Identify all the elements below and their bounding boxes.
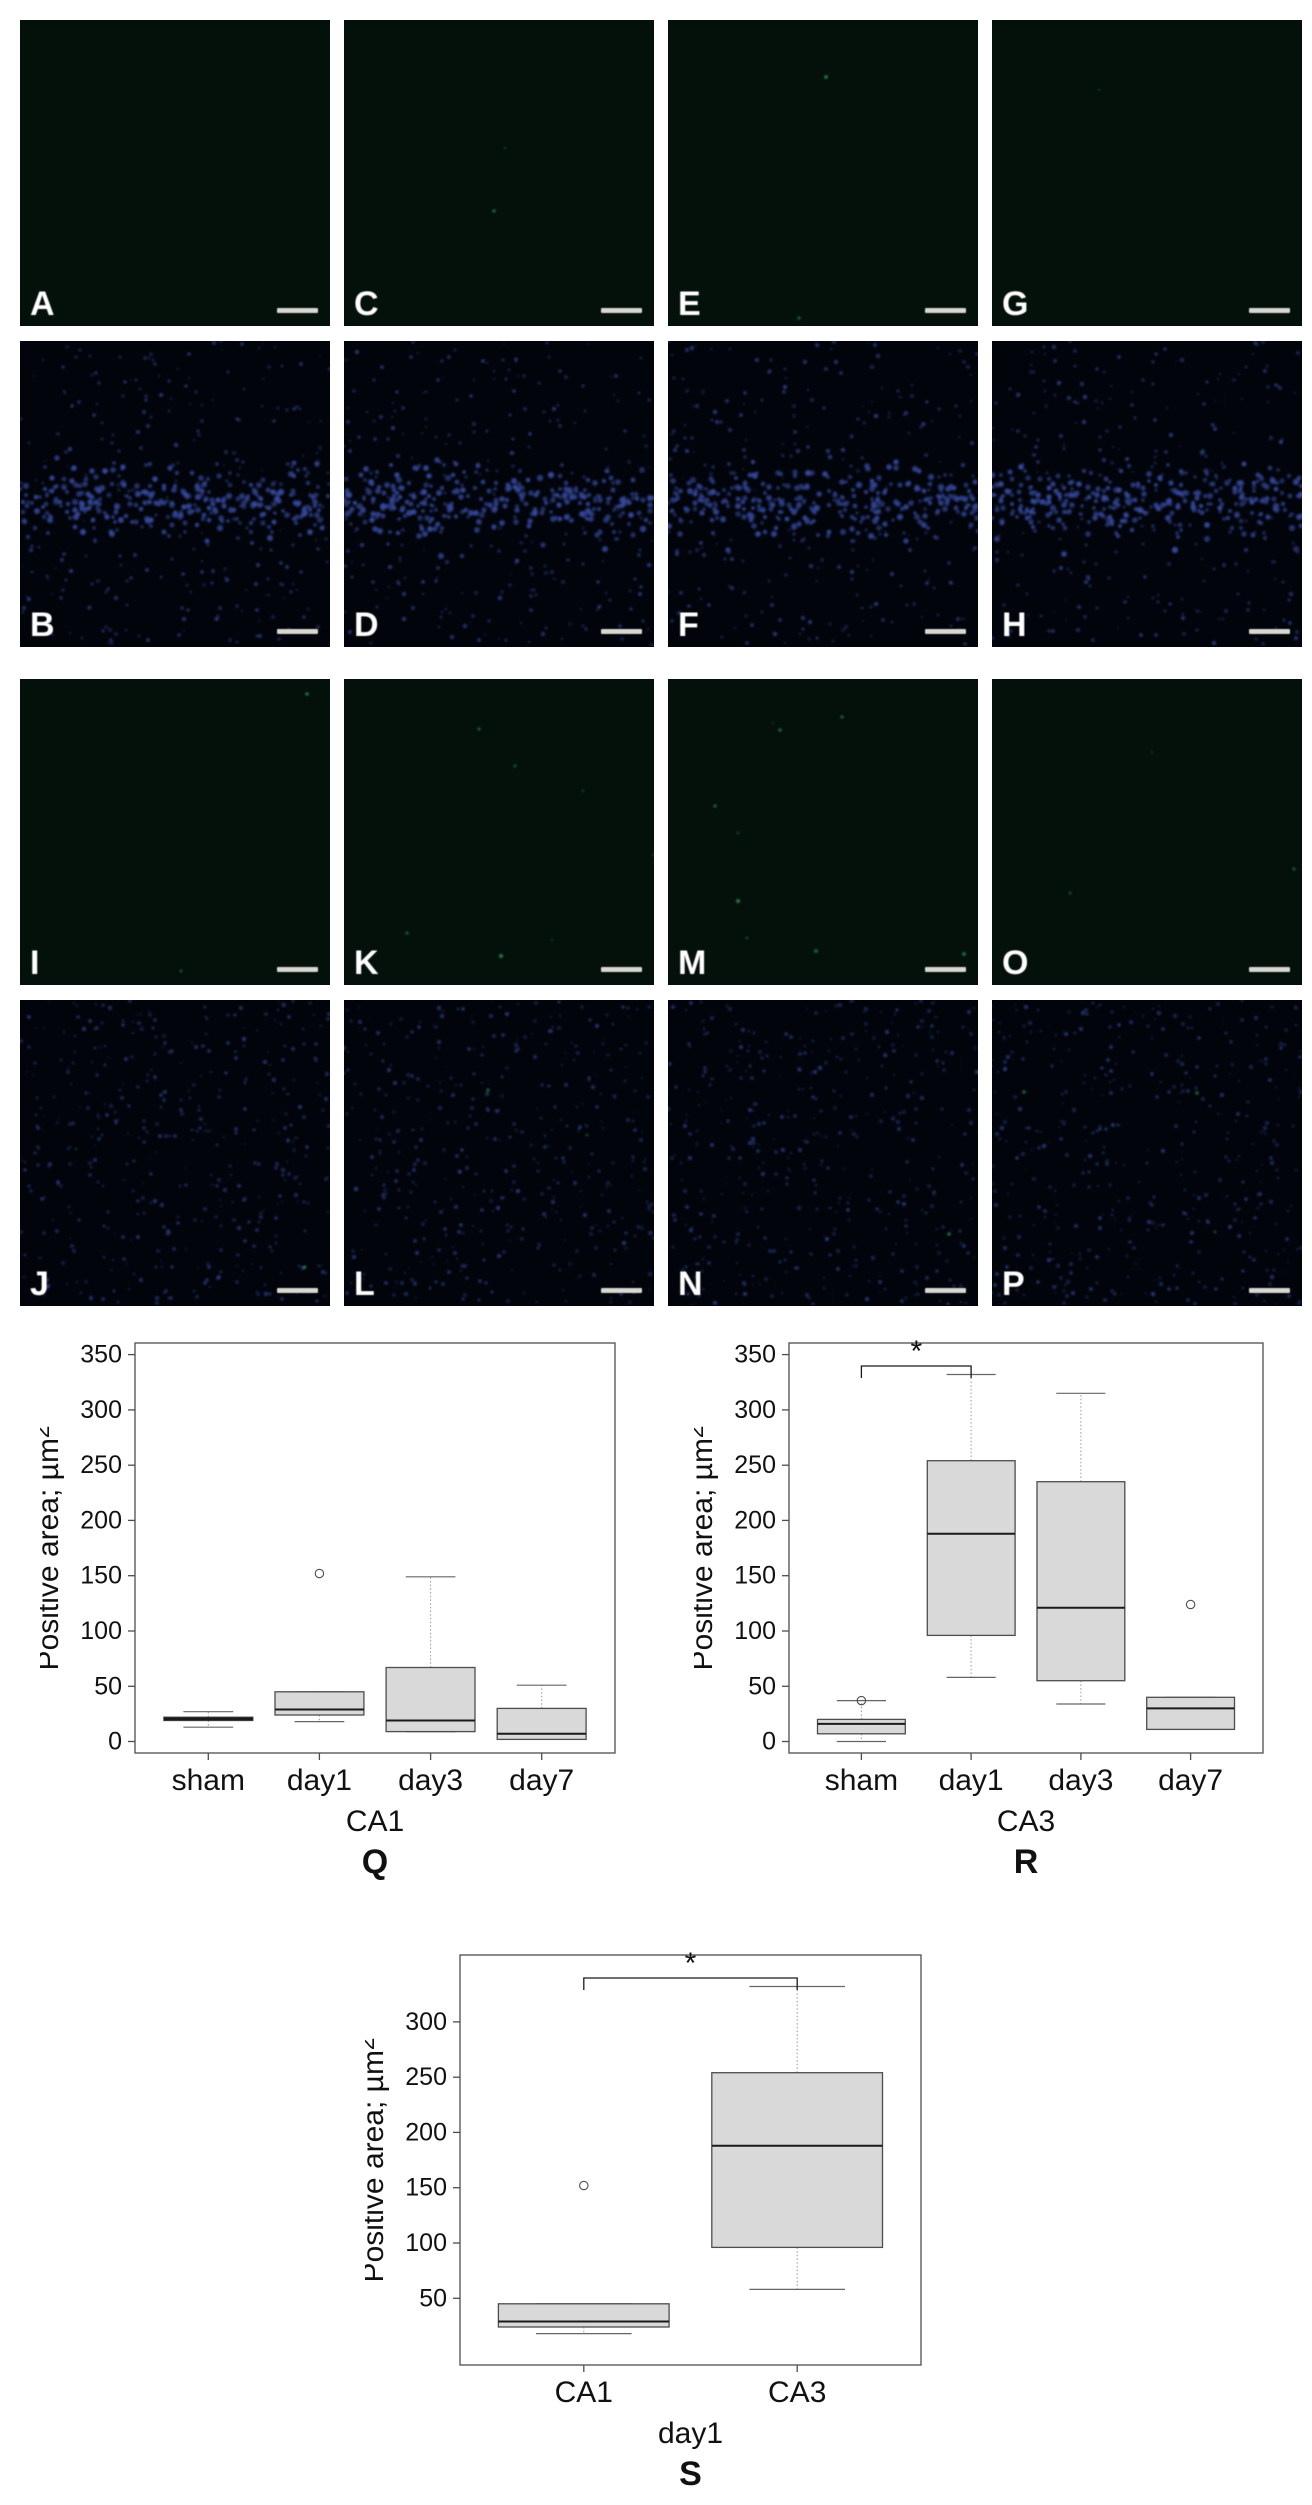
svg-text:day3: day3 — [398, 1764, 463, 1797]
svg-text:CA3: CA3 — [997, 1805, 1055, 1838]
svg-text:200: 200 — [734, 1506, 776, 1534]
svg-text:Q: Q — [362, 1843, 388, 1881]
svg-text:250: 250 — [405, 2063, 447, 2091]
svg-text:CA3: CA3 — [768, 2376, 826, 2409]
svg-text:day7: day7 — [509, 1764, 574, 1797]
svg-text:sham: sham — [172, 1764, 245, 1797]
svg-text:250: 250 — [734, 1451, 776, 1479]
svg-text:day1: day1 — [287, 1764, 352, 1797]
svg-text:200: 200 — [80, 1506, 122, 1534]
svg-text:100: 100 — [734, 1617, 776, 1645]
svg-text:Positive area; µm2: Positive area; µm2 — [40, 1426, 65, 1671]
svg-text:S: S — [679, 2455, 702, 2493]
svg-text:day3: day3 — [1048, 1764, 1113, 1797]
svg-text:sham: sham — [825, 1764, 898, 1797]
svg-text:R: R — [1014, 1843, 1039, 1881]
svg-text:Positive area; µm2: Positive area; µm2 — [694, 1426, 719, 1671]
svg-text:100: 100 — [80, 1617, 122, 1645]
svg-text:200: 200 — [405, 2118, 447, 2146]
svg-text:300: 300 — [734, 1396, 776, 1424]
svg-text:50: 50 — [94, 1672, 122, 1700]
svg-text:*: * — [685, 1947, 697, 1980]
svg-text:50: 50 — [748, 1672, 776, 1700]
svg-text:50: 50 — [419, 2284, 447, 2312]
svg-text:350: 350 — [734, 1341, 776, 1369]
svg-text:day1: day1 — [939, 1764, 1004, 1797]
svg-text:day7: day7 — [1158, 1764, 1223, 1797]
svg-text:150: 150 — [80, 1562, 122, 1590]
svg-text:CA1: CA1 — [346, 1805, 404, 1838]
svg-text:150: 150 — [405, 2174, 447, 2202]
svg-text:350: 350 — [80, 1341, 122, 1369]
svg-text:CA1: CA1 — [555, 2376, 613, 2409]
svg-text:*: * — [910, 1335, 922, 1368]
svg-text:100: 100 — [405, 2229, 447, 2257]
svg-text:300: 300 — [405, 2008, 447, 2036]
svg-text:300: 300 — [80, 1396, 122, 1424]
svg-text:day1: day1 — [658, 2417, 723, 2450]
svg-text:0: 0 — [108, 1728, 122, 1756]
svg-text:150: 150 — [734, 1562, 776, 1590]
svg-text:0: 0 — [762, 1728, 776, 1756]
svg-text:250: 250 — [80, 1451, 122, 1479]
svg-text:Positive area; µm2: Positive area; µm2 — [365, 2038, 390, 2283]
